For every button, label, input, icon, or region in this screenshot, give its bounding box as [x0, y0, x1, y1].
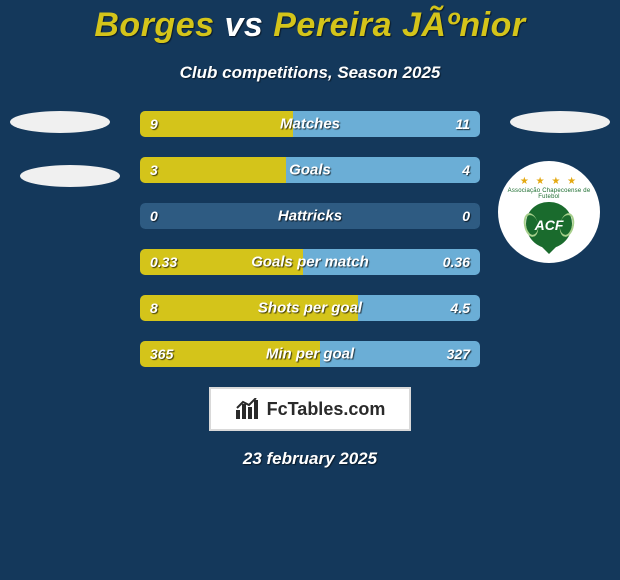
badge-monogram: ACF [535, 217, 564, 233]
stat-row: 84.5Shots per goal [140, 295, 480, 321]
comparison-title: Borges vs Pereira JÃºnior [0, 0, 620, 45]
stat-row: 911Matches [140, 111, 480, 137]
badge-shield-icon: ACF [526, 202, 572, 248]
bar-right-fill [358, 295, 480, 321]
title-right-name: Pereira JÃºnior [273, 6, 525, 44]
bar-left-fill [140, 157, 286, 183]
stat-row: 34Goals [140, 157, 480, 183]
season-subtitle: Club competitions, Season 2025 [0, 63, 620, 83]
bar-left-fill [140, 341, 320, 367]
watermark-text: FcTables.com [267, 399, 386, 420]
player-left-avatar-1 [10, 111, 110, 133]
bar-right-fill [293, 111, 480, 137]
player-left-avatar-2 [20, 165, 120, 187]
bar-left-fill [140, 111, 293, 137]
stat-row: 00Hattricks [140, 203, 480, 229]
title-vs: vs [224, 6, 263, 44]
chapecoense-badge: ★ ★ ★ ★ Associação Chapecoense de Futebo… [498, 161, 600, 263]
bar-chart-icon [235, 398, 261, 420]
badge-ring-text: Associação Chapecoense de Futebol [498, 188, 600, 200]
bar-track [140, 203, 480, 229]
stat-row: 365327Min per goal [140, 341, 480, 367]
comparison-stage: ★ ★ ★ ★ Associação Chapecoense de Futebo… [0, 111, 620, 367]
player-right-avatar-1 [510, 111, 610, 133]
bar-left-fill [140, 295, 358, 321]
title-left-name: Borges [94, 6, 214, 44]
badge-stars-icon: ★ ★ ★ ★ [520, 176, 578, 187]
bar-right-fill [303, 249, 480, 275]
stat-bars: 911Matches 34Goals 00Hattricks 0.330.36Goal… [140, 111, 480, 367]
snapshot-date: 23 february 2025 [0, 449, 620, 469]
fctables-watermark: FcTables.com [209, 387, 411, 431]
bar-left-fill [140, 249, 303, 275]
bar-right-fill [320, 341, 480, 367]
bar-right-fill [286, 157, 480, 183]
stat-row: 0.330.36Goals per match [140, 249, 480, 275]
